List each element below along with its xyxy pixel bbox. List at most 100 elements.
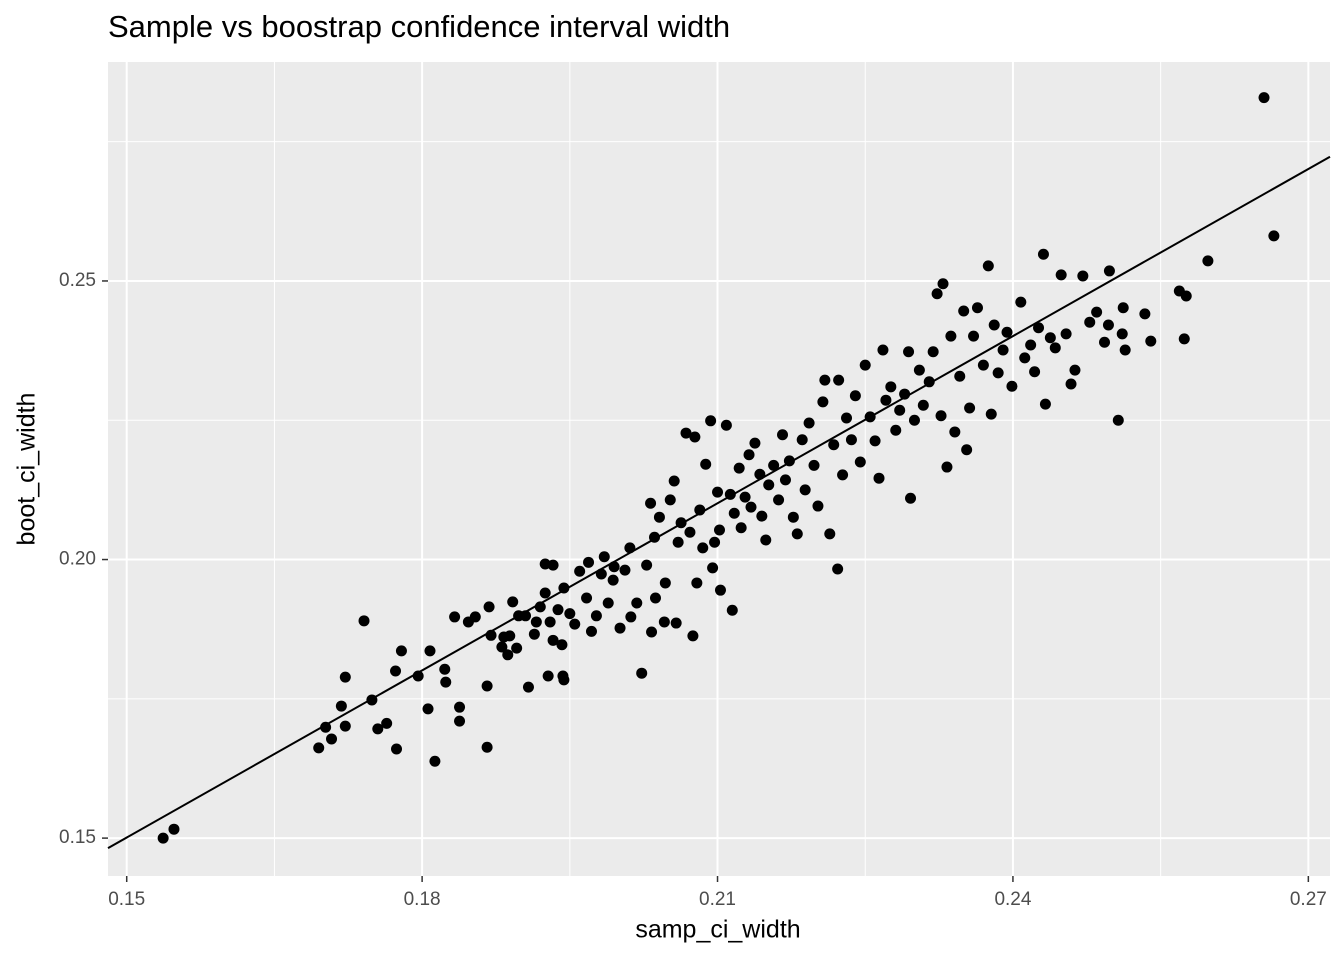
point <box>954 370 966 382</box>
point <box>664 494 676 506</box>
point <box>381 717 393 729</box>
point <box>714 584 726 596</box>
point <box>440 676 452 688</box>
point <box>1103 265 1115 277</box>
point <box>713 524 725 536</box>
point <box>675 517 687 529</box>
point <box>968 330 980 342</box>
point <box>880 394 892 406</box>
point <box>511 642 523 654</box>
point <box>720 419 732 431</box>
x-tick-label: 0.15 <box>108 889 145 910</box>
point <box>504 630 516 642</box>
point <box>320 721 332 733</box>
y-tick-label: 0.20 <box>59 549 96 570</box>
y-axis-label: boot_ci_width <box>13 393 41 546</box>
point <box>335 700 347 712</box>
point <box>1037 248 1049 260</box>
point <box>496 641 508 653</box>
point <box>556 639 568 651</box>
point <box>869 435 881 447</box>
point <box>783 455 795 467</box>
point <box>824 528 836 540</box>
point <box>961 444 973 456</box>
point <box>168 823 180 835</box>
point <box>619 564 631 576</box>
point <box>905 492 917 504</box>
point <box>832 563 844 575</box>
point <box>1077 270 1089 282</box>
point <box>1180 290 1192 302</box>
fit-line <box>107 155 1331 850</box>
point <box>982 260 994 272</box>
point <box>745 501 757 513</box>
point <box>779 474 791 486</box>
chart-title: Sample vs boostrap confidence interval w… <box>108 9 730 44</box>
point <box>749 437 761 449</box>
point <box>941 461 953 473</box>
point <box>574 565 586 577</box>
x-tick-label: 0.27 <box>1290 889 1327 910</box>
point <box>542 670 554 682</box>
point <box>602 597 614 609</box>
point <box>422 703 434 715</box>
point <box>534 601 546 613</box>
point <box>796 434 808 446</box>
point <box>971 302 983 314</box>
point <box>481 741 493 753</box>
point <box>700 458 712 470</box>
point <box>768 459 780 471</box>
point <box>1116 328 1128 340</box>
point <box>1060 328 1072 340</box>
point <box>429 755 441 767</box>
point <box>988 319 1000 331</box>
point <box>530 616 542 628</box>
point <box>558 674 570 686</box>
point <box>894 404 906 416</box>
point <box>454 701 466 713</box>
point <box>607 574 619 586</box>
point <box>581 592 593 604</box>
point <box>366 694 378 706</box>
point <box>614 622 626 634</box>
point <box>733 462 745 474</box>
point <box>908 414 920 426</box>
point <box>636 667 648 679</box>
point <box>977 359 989 371</box>
point <box>412 670 424 682</box>
x-tick-label: 0.21 <box>699 889 736 910</box>
point <box>985 408 997 420</box>
point <box>339 720 351 732</box>
point <box>1117 302 1129 314</box>
point <box>787 511 799 523</box>
point <box>837 469 849 481</box>
point <box>777 429 789 441</box>
point <box>808 459 820 471</box>
point <box>595 568 607 580</box>
point <box>726 604 738 616</box>
point <box>705 415 717 427</box>
point <box>935 410 947 422</box>
point <box>547 634 559 646</box>
point <box>1039 398 1051 410</box>
point <box>641 559 653 571</box>
point <box>1268 230 1280 242</box>
point <box>1055 269 1067 281</box>
point <box>1044 332 1056 344</box>
point <box>913 364 925 376</box>
point <box>552 604 564 616</box>
point <box>157 832 169 844</box>
point <box>645 497 657 509</box>
point <box>923 376 935 388</box>
point <box>1178 333 1190 345</box>
x-tick-label: 0.18 <box>404 889 441 910</box>
point <box>691 577 703 589</box>
point <box>707 562 719 574</box>
point <box>372 723 384 735</box>
point <box>890 424 902 436</box>
point <box>873 472 885 484</box>
point <box>1006 380 1018 392</box>
x-axis-label: samp_ci_width <box>635 916 800 944</box>
point <box>849 390 861 402</box>
point <box>395 645 407 657</box>
